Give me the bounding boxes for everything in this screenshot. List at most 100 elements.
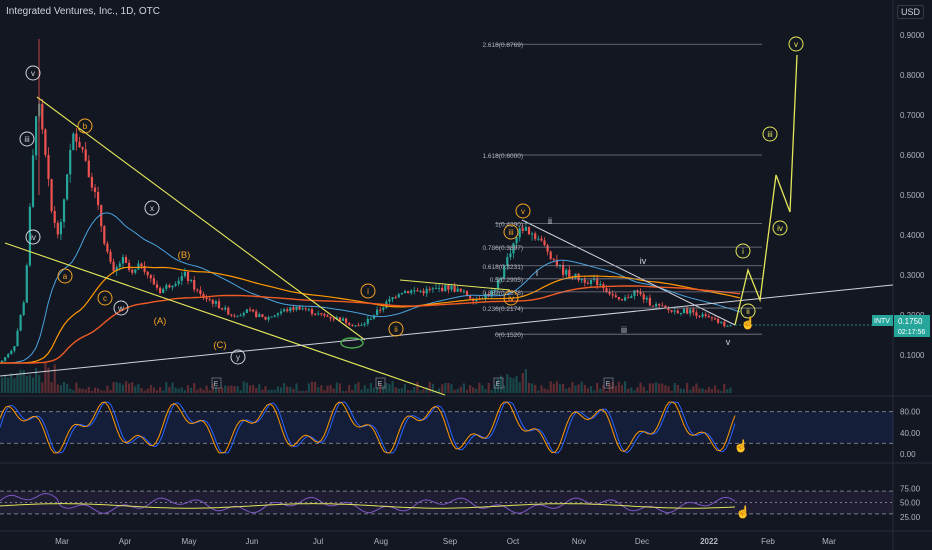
volume-bar [707, 387, 710, 393]
volume-bar [109, 389, 112, 393]
candle-body [512, 243, 515, 254]
volume-bar [385, 382, 388, 393]
currency-label[interactable]: USD [896, 5, 924, 19]
candle-body [540, 238, 543, 241]
candle-body [106, 243, 109, 252]
volume-bar [81, 388, 84, 393]
wave-label-circle [25, 65, 41, 81]
candle-body [341, 318, 345, 321]
candle-body [475, 299, 478, 302]
volume-bar [47, 367, 50, 393]
candle-body [645, 297, 648, 300]
candle-body [620, 299, 624, 301]
candle-body [633, 290, 636, 297]
candle-body [723, 321, 726, 327]
candle-body [410, 290, 413, 294]
chart-title: Integrated Ventures, Inc., 1D, OTC [6, 6, 160, 17]
candle-body [493, 289, 496, 291]
volume-bar [558, 384, 562, 393]
volume-bar [118, 383, 121, 393]
wave-label-circle [97, 290, 113, 306]
y-tick-label: 0.8000 [900, 71, 925, 80]
wave-label: w [117, 304, 124, 313]
candle-body [31, 155, 35, 207]
volume-bar [103, 390, 106, 393]
volume-bar [571, 381, 574, 393]
volume-bar [648, 383, 651, 393]
candle-body [168, 285, 171, 288]
volume-bar [348, 384, 351, 393]
volume-bar [121, 384, 124, 393]
candle-body [252, 309, 255, 312]
y-tick-label: 0.3000 [900, 271, 925, 280]
volume-bar [162, 390, 165, 393]
volume-bar [459, 386, 462, 393]
candle-body [146, 271, 149, 276]
x-tick-label: 2022 [700, 537, 718, 546]
wave-label-circle [503, 224, 519, 240]
candle-body [131, 269, 134, 273]
volume-bar [360, 389, 363, 393]
candle-body [140, 263, 143, 267]
volume-bar [196, 389, 199, 393]
candle-body [655, 304, 658, 307]
candle-body [137, 263, 140, 270]
candle-body [518, 228, 521, 238]
candle-body [0, 360, 4, 363]
candle-body [583, 279, 586, 283]
wave-label-circle [360, 283, 376, 299]
candle-body [379, 309, 382, 311]
volume-bar [128, 383, 131, 393]
candle-body [624, 297, 627, 301]
candle-body [22, 302, 25, 315]
volume-bar [320, 385, 323, 393]
candle-body [66, 174, 69, 200]
volume-bar [546, 389, 549, 393]
volume-bar [326, 385, 329, 393]
volume-bar [726, 389, 729, 393]
candle-body [376, 309, 379, 316]
candle-body [506, 257, 509, 266]
volume-bar [338, 383, 341, 393]
volume-bar [527, 382, 531, 393]
volume-bar [472, 387, 475, 393]
candle-body [689, 309, 692, 314]
volume-bar [134, 386, 137, 393]
volume-bar [314, 381, 317, 393]
x-tick-label: Apr [119, 537, 132, 546]
volume-bar [261, 389, 264, 393]
wave-label: iii [24, 135, 30, 144]
volume-bar [416, 381, 419, 393]
candle-body [568, 269, 571, 278]
volume-bar [112, 381, 115, 393]
wave-label-circle [77, 118, 93, 134]
moving-average-line [0, 285, 741, 364]
wave-label: (A) [154, 316, 167, 327]
volume-bar [698, 388, 701, 393]
candle-body [682, 308, 686, 313]
pointer-icon: ☝ [734, 438, 749, 453]
volume-bar [41, 382, 44, 393]
candle-body [713, 318, 717, 320]
volume-bar [394, 387, 397, 393]
candle-body [639, 291, 642, 295]
candle-body [289, 307, 292, 312]
candle-body [221, 308, 224, 310]
candle-body [686, 308, 689, 314]
wave-label: iv [640, 256, 647, 266]
volume-bar [624, 381, 627, 393]
x-tick-label: Sep [443, 537, 458, 546]
volume-bar [686, 382, 689, 393]
x-tick-label: Jul [313, 537, 323, 546]
volume-bar [695, 383, 698, 393]
candle-body [242, 313, 245, 316]
volume-bar [317, 387, 320, 393]
volume-bar [53, 364, 56, 393]
wave-label: y [236, 353, 240, 362]
volume-bar [577, 384, 580, 393]
candle-body [301, 308, 304, 310]
volume-bar [645, 390, 648, 393]
volume-bar [307, 383, 310, 393]
volume-bar [214, 386, 217, 393]
